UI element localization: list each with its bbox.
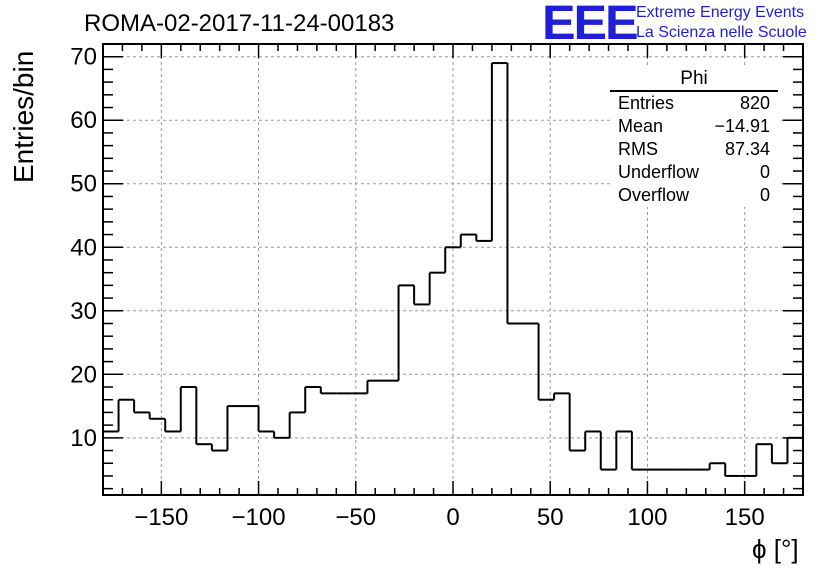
stats-value: 0 (759, 162, 770, 182)
y-tick-label: 20 (70, 361, 97, 388)
stats-row-underflow: Underflow 0 (610, 161, 778, 184)
stats-label: Underflow (618, 162, 700, 182)
stats-value: 0 (759, 185, 770, 205)
stats-value: 87.34 (724, 139, 770, 159)
stats-label: Entries (618, 93, 675, 113)
stats-title: Phi (610, 68, 778, 92)
x-tick-label: −150 (134, 504, 188, 531)
y-tick-label: 60 (70, 107, 97, 134)
stats-row-mean: Mean −14.91 (610, 115, 778, 138)
stats-value: −14.91 (714, 116, 770, 136)
stats-row-rms: RMS 87.34 (610, 138, 778, 161)
x-tick-label: 150 (725, 504, 765, 531)
y-tick-label: 40 (70, 234, 97, 261)
histogram-bars (102, 62, 803, 495)
stats-row-entries: Entries 820 (610, 92, 778, 115)
stats-value: 820 (739, 93, 770, 113)
y-tick-label: 30 (70, 298, 97, 325)
y-tick-label: 50 (70, 171, 97, 198)
stats-box: Phi Entries 820 Mean −14.91 RMS 87.34 Un… (610, 68, 778, 207)
chart-title: ROMA-02-2017-11-24-00183 (84, 10, 395, 37)
stats-label: Overflow (618, 185, 690, 205)
eee-logo: EEE (542, 0, 639, 50)
x-axis-label: ϕ [°] (752, 534, 799, 564)
x-tick-label: 100 (627, 504, 667, 531)
x-tick-label: 0 (446, 504, 459, 531)
stats-label: Mean (618, 116, 664, 136)
stats-label: RMS (618, 139, 658, 159)
grid-lines (103, 44, 803, 495)
stats-row-overflow: Overflow 0 (610, 184, 778, 207)
y-axis-label: Entries/bin (8, 50, 39, 183)
logo-line-2: La Scienza nelle Scuole (636, 24, 807, 41)
axis-ticks (103, 43, 803, 495)
y-tick-label: 10 (70, 425, 97, 452)
logo-line-1: Extreme Energy Events (636, 4, 805, 21)
tick-labels: −150 −100 −50 0 50 100 150 10 20 30 40 50 60 70 (70, 44, 764, 531)
y-tick-label: 70 (70, 44, 97, 71)
x-tick-label: −100 (232, 504, 286, 531)
x-tick-label: −50 (335, 504, 376, 531)
x-tick-label: 50 (537, 504, 564, 531)
